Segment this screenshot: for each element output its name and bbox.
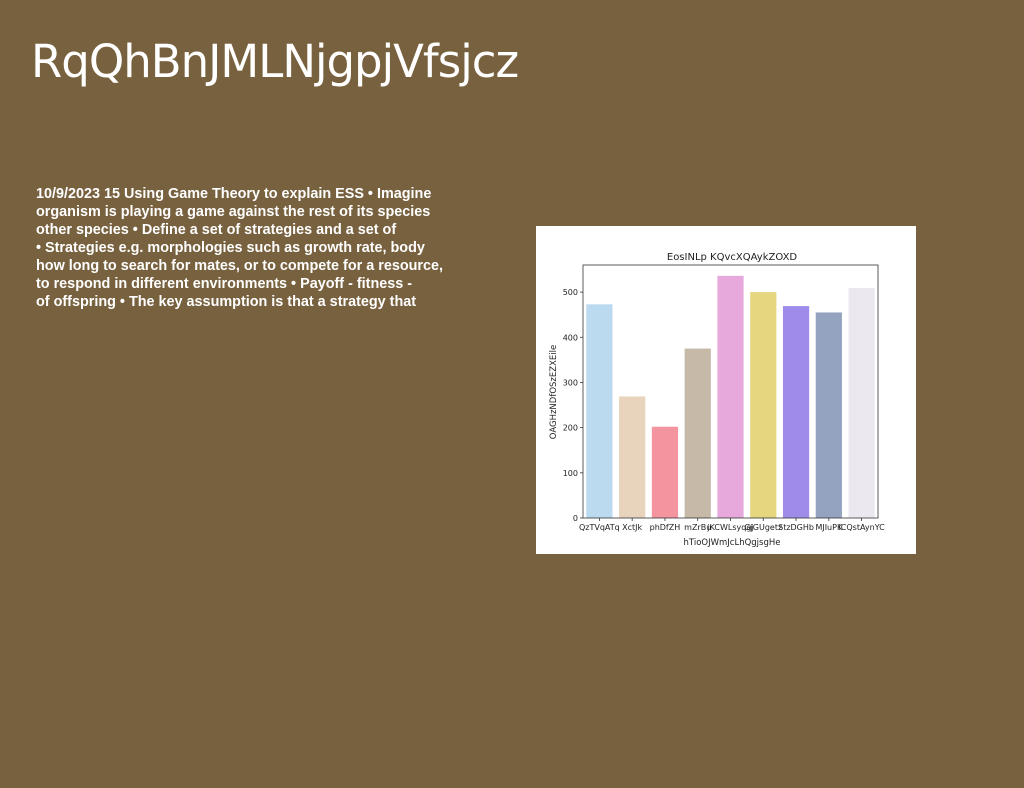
x-axis-label: hTioOJWmJcLhQgjsgHe	[684, 538, 781, 548]
x-tick-label: phDfZH	[650, 523, 681, 532]
bar-chart: EosINLp KQvcXQAykZOXD OAGHzNDfOSzEZXEile…	[549, 252, 885, 548]
bar-StzDGHb	[782, 306, 810, 518]
bar-ICQstAynYC	[848, 288, 875, 518]
bar-mZrBu	[684, 348, 711, 518]
slide-title: RqQhBnJMLNjgpjVfsjcz	[31, 35, 519, 88]
y-tick-label: 300	[563, 378, 578, 387]
y-tick-label: 0	[573, 514, 578, 523]
bar-XctJk	[619, 396, 646, 518]
x-ticks-layer: QzTVqATq XctJk phDfZH mZrBujKCWLsyqgjGjGUge…	[579, 518, 885, 532]
x-tick-label: StzDGHb	[778, 523, 814, 532]
x-tick-label: XctJk	[622, 523, 642, 532]
bar-jKCWLsyqgj	[717, 275, 744, 518]
body-line: organism is playing a game against the r…	[36, 204, 431, 220]
body-line: • Strategies e.g. morphologies such as g…	[36, 240, 425, 256]
y-tick-label: 100	[563, 469, 578, 478]
bars-layer	[586, 275, 875, 518]
x-tick-label: GjGUgetz	[744, 523, 782, 532]
bar-QzTVqATq	[586, 304, 613, 518]
y-tick-label: 200	[563, 424, 578, 433]
x-tick-label: mZrBu	[684, 523, 711, 532]
body-line: to respond in different environments • P…	[36, 276, 413, 292]
body-line: of offspring • The key assumption is tha…	[36, 294, 417, 310]
bar-MJIuPK	[815, 312, 842, 518]
body-line: how long to search for mates, or to comp…	[36, 258, 444, 274]
x-tick-label: jKCWLsyqgj	[706, 523, 753, 532]
y-axis-label: OAGHzNDfOSzEZXEile	[549, 345, 559, 439]
y-tick-label: 500	[563, 288, 578, 297]
chart-title: EosINLp KQvcXQAykZOXD	[667, 252, 798, 263]
plot-frame	[582, 264, 879, 519]
y-ticks-layer: 0 100 200 300 400 500	[563, 288, 583, 523]
x-tick-label: ICQstAynYC	[838, 523, 885, 532]
chart-panel: EosINLp KQvcXQAykZOXD OAGHzNDfOSzEZXEile…	[536, 226, 916, 554]
bar-GjGUgetz	[750, 292, 777, 518]
slide-body-text: 10/9/2023 15 Using Game Theory to explai…	[36, 185, 528, 311]
bar-phDfZH	[651, 426, 679, 518]
y-tick-label: 400	[563, 333, 578, 342]
body-line: 10/9/2023 15 Using Game Theory to explai…	[36, 186, 432, 202]
x-tick-label: MJIuPK	[815, 523, 843, 532]
x-tick-label: QzTVqATq	[579, 523, 620, 532]
body-line: other species • Define a set of strategi…	[36, 222, 397, 238]
